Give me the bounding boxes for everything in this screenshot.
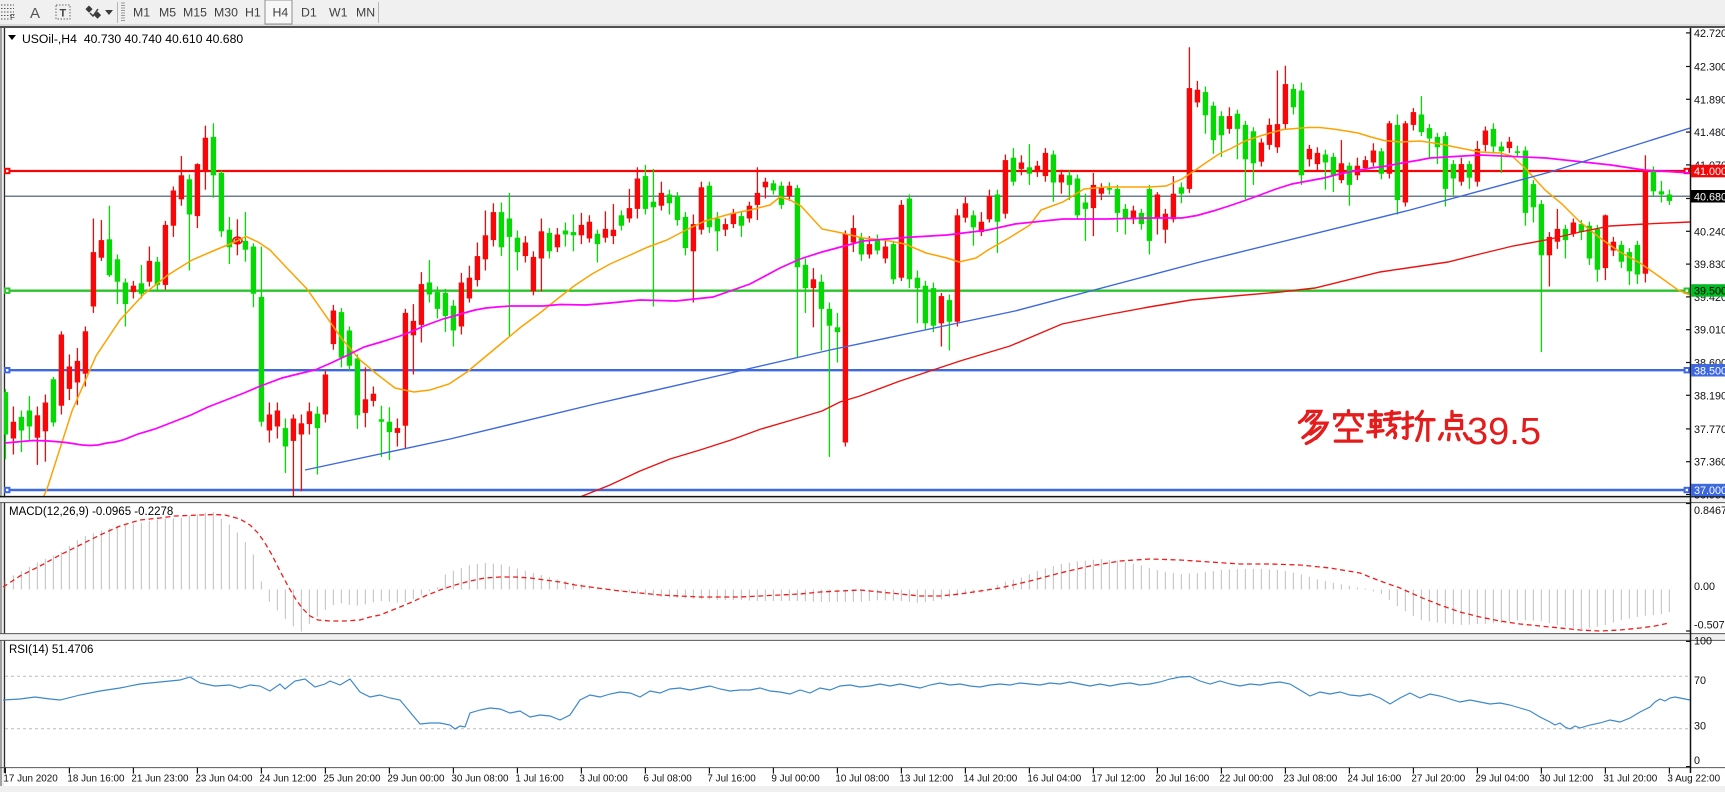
svg-text:70: 70 bbox=[1694, 675, 1706, 687]
svg-text:30: 30 bbox=[1694, 721, 1706, 733]
svg-text:40.240: 40.240 bbox=[1694, 226, 1725, 238]
svg-text:3 Jul 00:00: 3 Jul 00:00 bbox=[579, 774, 628, 785]
svg-text:39.500: 39.500 bbox=[1694, 286, 1725, 298]
svg-text:31 Jul 20:00: 31 Jul 20:00 bbox=[1603, 774, 1657, 785]
svg-text:A: A bbox=[30, 5, 40, 22]
svg-text:37.360: 37.360 bbox=[1694, 457, 1725, 469]
svg-text:0: 0 bbox=[1694, 755, 1700, 767]
svg-text:38.500: 38.500 bbox=[1694, 365, 1725, 377]
svg-text:25 Jun 20:00: 25 Jun 20:00 bbox=[323, 774, 381, 785]
svg-text:9 Jul 00:00: 9 Jul 00:00 bbox=[771, 774, 820, 785]
svg-text:M5: M5 bbox=[159, 6, 176, 20]
svg-text:24 Jul 16:00: 24 Jul 16:00 bbox=[1347, 774, 1401, 785]
svg-text:23 Jul 08:00: 23 Jul 08:00 bbox=[1283, 774, 1337, 785]
svg-text:T: T bbox=[60, 8, 67, 20]
svg-text:1 Jul 16:00: 1 Jul 16:00 bbox=[515, 774, 564, 785]
svg-text:24 Jun 12:00: 24 Jun 12:00 bbox=[259, 774, 317, 785]
svg-text:0.00: 0.00 bbox=[1694, 581, 1715, 593]
svg-text:29 Jul 04:00: 29 Jul 04:00 bbox=[1475, 774, 1529, 785]
svg-text:30 Jun 08:00: 30 Jun 08:00 bbox=[451, 774, 509, 785]
svg-text:M15: M15 bbox=[183, 6, 207, 20]
svg-text:M1: M1 bbox=[133, 6, 150, 20]
svg-text:100: 100 bbox=[1694, 636, 1712, 648]
svg-text:39.830: 39.830 bbox=[1694, 259, 1725, 271]
svg-text:D1: D1 bbox=[301, 6, 317, 20]
svg-text:29 Jun 00:00: 29 Jun 00:00 bbox=[387, 774, 445, 785]
svg-text:14 Jul 20:00: 14 Jul 20:00 bbox=[963, 774, 1017, 785]
svg-text:H4: H4 bbox=[273, 6, 289, 20]
svg-text:M30: M30 bbox=[214, 6, 238, 20]
svg-text:21 Jun 23:00: 21 Jun 23:00 bbox=[131, 774, 189, 785]
svg-text:22 Jul 00:00: 22 Jul 00:00 bbox=[1219, 774, 1273, 785]
svg-text:H1: H1 bbox=[245, 6, 261, 20]
svg-text:37.770: 37.770 bbox=[1694, 424, 1725, 436]
svg-text:20 Jul 16:00: 20 Jul 16:00 bbox=[1155, 774, 1209, 785]
svg-text:MN: MN bbox=[356, 6, 375, 20]
svg-text:16 Jul 04:00: 16 Jul 04:00 bbox=[1027, 774, 1081, 785]
svg-text:0.8467: 0.8467 bbox=[1694, 505, 1725, 517]
svg-text:17 Jul 12:00: 17 Jul 12:00 bbox=[1091, 774, 1145, 785]
svg-text:6 Jul 08:00: 6 Jul 08:00 bbox=[643, 774, 692, 785]
svg-text:30 Jul 12:00: 30 Jul 12:00 bbox=[1539, 774, 1593, 785]
svg-text:-0.5072: -0.5072 bbox=[1694, 620, 1725, 632]
svg-text:18 Jun 16:00: 18 Jun 16:00 bbox=[67, 774, 125, 785]
svg-text:23 Jun 04:00: 23 Jun 04:00 bbox=[195, 774, 253, 785]
svg-text:41.000: 41.000 bbox=[1694, 166, 1725, 178]
svg-text:7 Jul 16:00: 7 Jul 16:00 bbox=[707, 774, 756, 785]
svg-text:37.000: 37.000 bbox=[1694, 485, 1725, 497]
svg-text:41.890: 41.890 bbox=[1694, 94, 1725, 106]
svg-text:W1: W1 bbox=[329, 6, 348, 20]
svg-text:38.190: 38.190 bbox=[1694, 390, 1725, 402]
svg-text:39.010: 39.010 bbox=[1694, 325, 1725, 337]
svg-text:RSI(14) 51.4706: RSI(14) 51.4706 bbox=[9, 644, 93, 656]
svg-text:MACD(12,26,9) -0.0965 -0.2278: MACD(12,26,9) -0.0965 -0.2278 bbox=[9, 506, 173, 518]
svg-text:39.5: 39.5 bbox=[1467, 411, 1541, 453]
svg-text:F: F bbox=[10, 13, 15, 22]
svg-text:13 Jul 12:00: 13 Jul 12:00 bbox=[899, 774, 953, 785]
svg-text:40.680: 40.680 bbox=[1694, 191, 1725, 203]
svg-text:27 Jul 20:00: 27 Jul 20:00 bbox=[1411, 774, 1465, 785]
svg-text:3 Aug 22:00: 3 Aug 22:00 bbox=[1667, 774, 1720, 785]
svg-text:42.720: 42.720 bbox=[1694, 28, 1725, 40]
svg-text:42.300: 42.300 bbox=[1694, 62, 1725, 74]
svg-text:17 Jun 2020: 17 Jun 2020 bbox=[3, 774, 58, 785]
svg-text:10 Jul 08:00: 10 Jul 08:00 bbox=[835, 774, 889, 785]
svg-text:41.480: 41.480 bbox=[1694, 127, 1725, 139]
